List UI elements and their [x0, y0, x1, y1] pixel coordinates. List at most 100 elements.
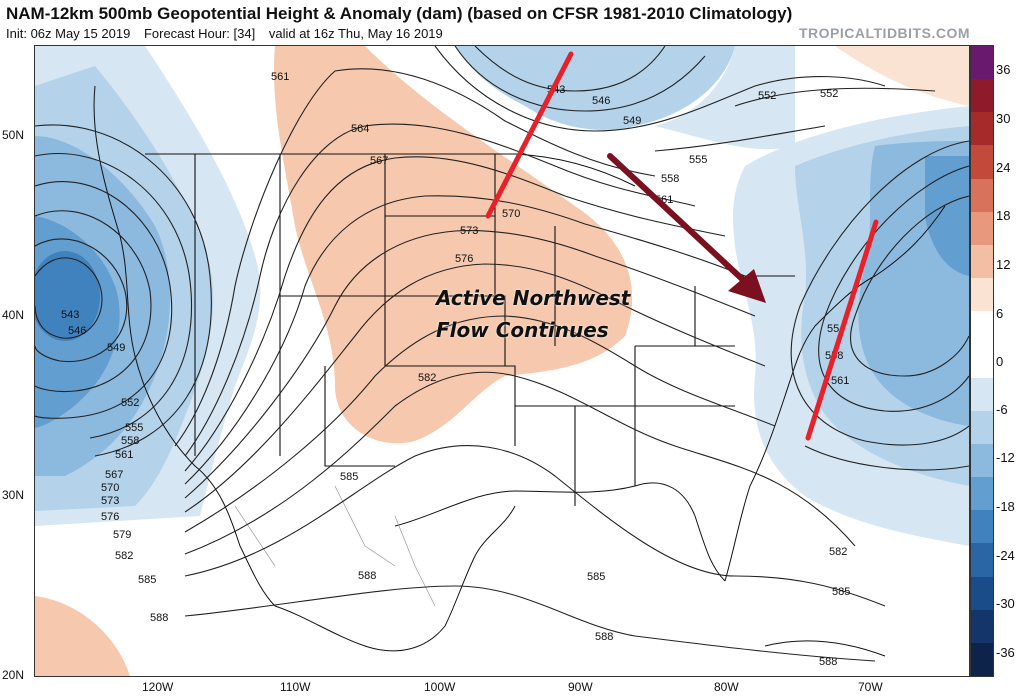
trough-ring-549 [35, 210, 152, 393]
red-trough-line-north [485, 51, 574, 219]
contour-label: 546 [68, 325, 86, 337]
colorbar-swatch [971, 377, 993, 411]
latitude-label: 20N [2, 668, 25, 682]
colorbar-label: 18 [996, 208, 1011, 223]
trough-ring-555 [35, 153, 192, 439]
contour-579 [184, 315, 776, 533]
map-subtitle: Init: 06z May 15 2019 Forecast Hour: [34… [6, 26, 453, 41]
colorbar-label: -30 [996, 596, 1015, 611]
colorbar-swatch [971, 211, 993, 245]
mexico-border-3 [234, 505, 276, 567]
mexico-border-2 [394, 515, 436, 607]
contour-label: 573 [460, 225, 478, 237]
contour-label: 588 [595, 631, 613, 643]
annotation-line-1: Active Northwest [436, 286, 631, 310]
contour-582 [184, 371, 856, 555]
contour-label: 552 [820, 88, 838, 100]
contour-567 [184, 156, 726, 472]
contour-585 [184, 445, 886, 607]
mexico-border-1 [334, 485, 396, 567]
north-contour-552 [734, 87, 936, 107]
cuba-outline [764, 640, 886, 657]
map-panel: 561 564 567 570 573 576 582 585 588 543 … [34, 45, 970, 677]
anomaly-colorbar [970, 45, 994, 677]
east-ring-564 [804, 445, 969, 471]
contour-label: 570 [502, 208, 520, 220]
north-contour-555 [654, 125, 826, 152]
valid-time: valid at 16z Thu, May 16 2019 [268, 26, 443, 41]
east-ring-555 [850, 195, 969, 377]
contour-label: 558 [121, 435, 139, 447]
latitude-label: 40N [2, 308, 25, 322]
mexico-coastline [274, 505, 516, 652]
border-segment-7 [385, 365, 516, 446]
contour-label: 549 [623, 115, 641, 127]
contour-label: 588 [150, 612, 168, 624]
init-time: Init: 06z May 15 2019 [6, 26, 131, 41]
flow-arrows [485, 51, 879, 441]
colorbar-swatch [971, 244, 993, 279]
contour-label: 561 [831, 375, 849, 387]
contour-label: 579 [113, 529, 131, 541]
colorbar-label: 36 [996, 62, 1011, 77]
contour-label: 555 [125, 422, 143, 434]
latitude-label: 30N [2, 488, 25, 502]
contour-561 [174, 68, 656, 447]
contour-label: 588 [819, 656, 837, 668]
colorbar-label: -12 [996, 450, 1015, 465]
colorbar-swatch [971, 510, 993, 544]
north-contour-543 [474, 46, 666, 92]
colorbar-label: -18 [996, 499, 1015, 514]
contour-588 [184, 585, 876, 662]
colorbar-swatch [971, 477, 993, 511]
border-segment-8 [324, 366, 395, 467]
contour-label: 561 [271, 71, 289, 83]
north-contour-549 [434, 46, 886, 132]
annotation-line-2: Flow Continues [436, 318, 609, 342]
contour-570 [184, 195, 746, 485]
contour-label: 582 [418, 372, 436, 384]
colorbar-swatch [971, 543, 993, 577]
colorbar-label: -36 [996, 645, 1015, 660]
longitude-label: 80W [714, 680, 739, 694]
contour-573 [184, 230, 756, 499]
north-contour-546 [454, 46, 706, 112]
north-trough-anomaly [455, 46, 735, 130]
colorbar-swatch [971, 443, 993, 478]
longitude-label: 100W [424, 680, 456, 694]
west-trough-center [35, 251, 100, 341]
mexico-state-borders [234, 485, 436, 607]
contour-label: 585 [832, 586, 850, 598]
colorbar-swatch [971, 178, 993, 212]
contour-label: 573 [101, 495, 119, 507]
colorbar-swatch [971, 344, 993, 378]
colorbar-swatch [971, 642, 993, 676]
colorbar-swatch [971, 576, 993, 610]
contour-label: 585 [138, 574, 156, 586]
contour-label: 558 [661, 173, 679, 185]
northwest-flow-arrow-head [728, 269, 766, 303]
east-ring-558 [818, 165, 969, 412]
contour-label: 588 [358, 570, 376, 582]
longitude-label: 120W [142, 680, 174, 694]
contour-label: 585 [340, 471, 358, 483]
contour-label: 543 [61, 309, 79, 321]
contour-label: 549 [107, 342, 125, 354]
map-title: NAM-12km 500mb Geopotential Height & Ano… [6, 4, 793, 23]
map-canvas: 561 564 567 570 573 576 582 585 588 543 … [35, 46, 969, 676]
trough-ring-558 [35, 124, 212, 457]
contour-label: 567 [105, 469, 123, 481]
latitude-label: 50N [2, 128, 25, 142]
north-trough-anomaly-outer [655, 46, 795, 150]
contour-label: 552 [121, 397, 139, 409]
longitude-label: 90W [568, 680, 593, 694]
contour-label: 570 [101, 482, 119, 494]
colorbar-label: 6 [996, 306, 1004, 321]
northwest-flow-arrow-shaft [607, 153, 758, 294]
colorbar-label: 24 [996, 160, 1011, 175]
contour-label: 552 [758, 90, 776, 102]
central-ridge-anomaly [274, 46, 633, 444]
gulf-coastline [394, 482, 726, 582]
colorbar-swatch [971, 609, 993, 643]
contour-label: 582 [829, 546, 847, 558]
